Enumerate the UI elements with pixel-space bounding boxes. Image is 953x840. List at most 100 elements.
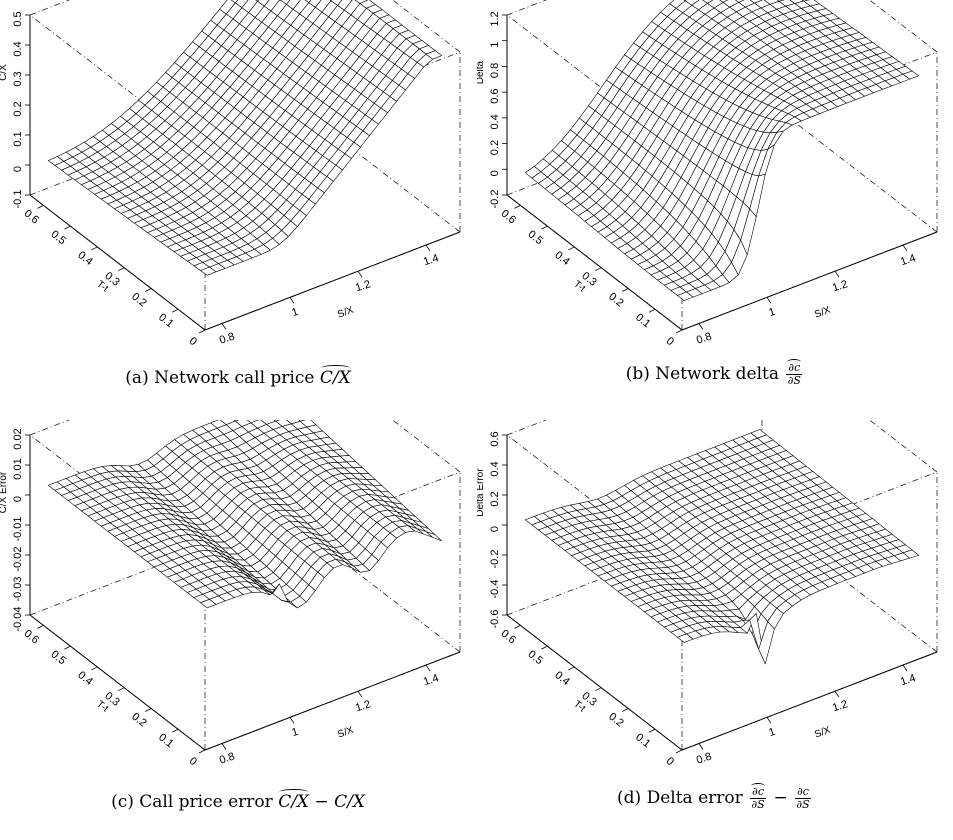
surface-cell [902,70,920,80]
surface-plot-delta-error: 0.811.21.4S/X00.10.20.30.40.50.6T-t-0.6-… [477,420,938,768]
y-tick-label: 0.5 [49,648,68,667]
x-tick-mark [902,664,908,672]
surface-plot-delta: 0.811.21.4S/X00.10.20.30.40.50.6T-t-0.20… [477,0,938,348]
y-tick-label: 0 [664,755,676,768]
x-tick-label: 1.2 [831,278,849,294]
caption-d: (d) Delta error ∂c ∂S − ∂c ∂S [477,783,953,811]
y-tick-mark [568,246,575,251]
x-tick-mark [289,297,295,304]
y-tick-mark [118,687,125,692]
caption-b-text: (b) Network delta [625,364,780,384]
surface-cell [734,0,745,3]
x-tick-label: 1 [290,306,300,319]
z-tick-label: -0.01 [12,516,24,541]
y-tick-label: 0.6 [499,628,518,647]
x-tick-label: 0.8 [218,751,236,767]
z-tick-label: -0.03 [12,576,24,601]
x-tick-label: 1.4 [422,252,440,268]
caption-a: (a) Network call price C/X [0,365,476,388]
y-tick-label: 0.6 [22,208,41,227]
x-tick-mark [698,743,704,750]
caption-d-frac2: ∂c ∂S [795,786,811,811]
y-tick-mark [37,625,44,629]
z-tick-label: 0.2 [489,491,501,506]
y-tick-label: 0.5 [526,228,545,247]
x-tick-mark [221,323,227,330]
y-tick-mark [64,645,71,650]
y-tick-label: 0.4 [75,669,94,688]
z-axis-label: C/X Error [0,471,9,513]
y-tick-mark [675,749,683,754]
caption-b: (b) Network delta ∂c ∂S [477,359,953,387]
z-axis-label: Delta [477,60,486,84]
z-tick-label: 0 [12,166,24,172]
x-axis-label: S/X [813,305,832,321]
y-tick-label: 0 [187,755,199,768]
caption-d-frac: ∂c ∂S [750,783,767,811]
bounding-box-edge [29,434,206,571]
axis-line [29,614,206,751]
x-tick-label: 1.2 [354,278,372,294]
x-tick-mark [834,690,840,698]
z-tick-label: -0.02 [12,546,24,571]
caption-d-minus: − [773,788,788,808]
y-tick-mark [514,625,521,629]
y-tick-label: 0.1 [633,731,652,750]
x-axis-label: S/X [813,725,832,741]
y-tick-mark [514,205,521,209]
x-tick-mark [221,743,227,750]
chart-panel-delta-error: 0.8 1 1.2 1.4 S/X 0 0.1 0.2 0.3 0.4 0.5 0.6 T-t -0.6-… [477,420,953,840]
surface-cell [230,0,239,4]
surface-mesh [524,0,920,301]
bounding-box-edge [29,14,206,151]
y-tick-label: 0.6 [499,208,518,227]
z-tick-label: 0 [12,496,24,502]
z-tick-label: 0.5 [12,11,24,26]
bounding-box-edge [506,420,548,436]
caption-b-frac-num: ∂c [786,361,803,375]
y-tick-label: 0.2 [129,711,148,730]
y-tick-label: 0.1 [156,311,175,330]
x-tick-label: 0.8 [218,331,236,347]
x-axis-label: S/X [336,305,355,321]
caption-c-text: (c) Call price error [111,792,273,812]
surface-cell [330,0,343,6]
surface-cell [425,531,442,542]
y-tick-mark [144,708,152,712]
x-tick-mark [766,297,772,304]
y-tick-mark [118,267,125,272]
x-tick-label: 1 [767,726,777,739]
surface-cell [257,0,270,7]
y-tick-label: 0.5 [49,228,68,247]
y-tick-mark [171,728,179,733]
y-tick-mark [595,687,602,692]
axis-line [506,614,683,751]
z-tick-label: 0.2 [489,140,501,155]
x-tick-mark [766,717,772,724]
caption-d-text: (d) Delta error [617,788,743,808]
y-tick-mark [171,308,179,313]
axis-line [204,651,461,751]
surface-cell [425,50,443,60]
y-tick-mark [144,288,152,292]
caption-d-frac2-num: ∂c [795,785,811,799]
surface-plot-price-error: 0.811.21.4S/X00.10.20.30.40.50.6T-t-0.04… [0,420,461,768]
y-tick-mark [198,329,206,334]
y-tick-mark [595,267,602,272]
z-tick-label: 0.4 [489,461,501,476]
y-tick-label: 0 [187,335,199,348]
z-tick-label: 0.6 [489,88,501,103]
surface-cell [308,0,322,8]
y-tick-mark [91,666,98,671]
y-tick-label: 0.4 [552,669,571,688]
caption-c-minus: − C/X [314,792,365,812]
surface-cell [719,0,729,3]
y-tick-mark [648,308,656,313]
surface-cell [304,0,312,4]
surface-mesh [524,429,920,665]
surface-plot-call-price: 0.811.21.4S/X00.10.20.30.40.50.6T-t-0.10… [0,0,461,348]
y-tick-label: 0.2 [129,291,148,310]
bounding-box-edge [506,14,683,151]
x-tick-mark [834,270,840,278]
caption-a-text: (a) Network call price [125,368,315,388]
